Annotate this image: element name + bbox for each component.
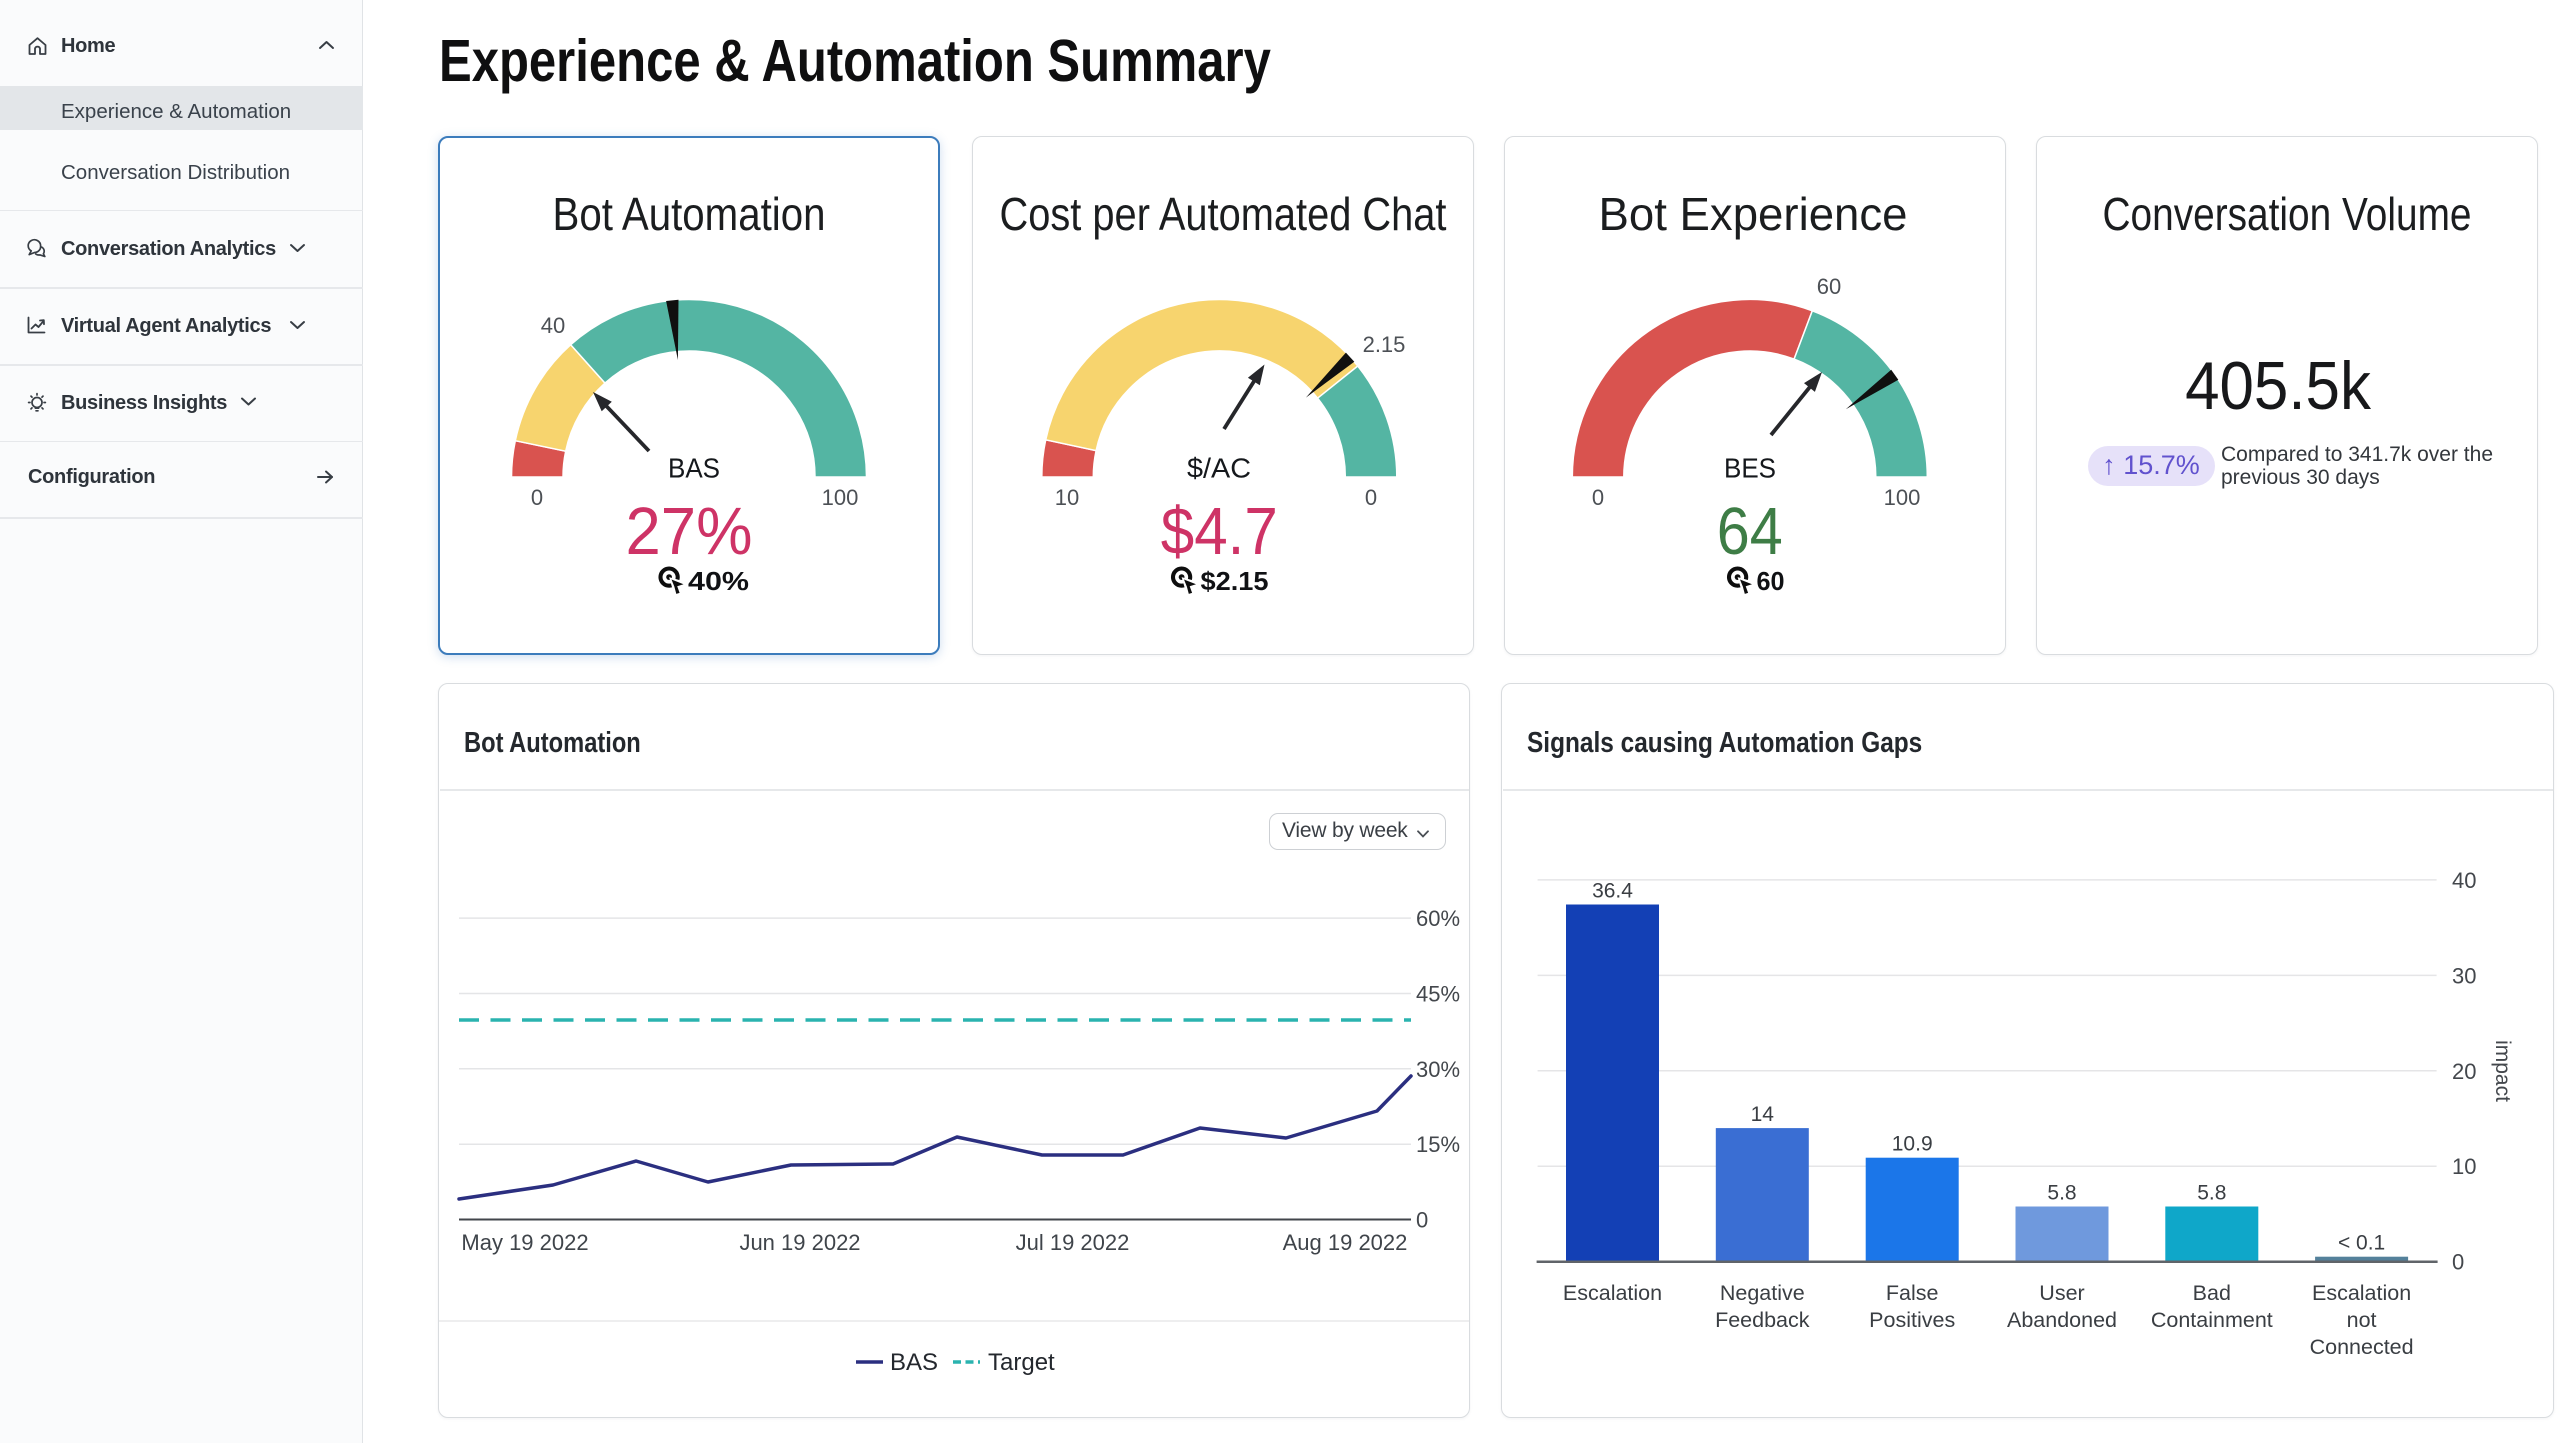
svg-text:BES: BES bbox=[1724, 453, 1776, 484]
svg-text:64: 64 bbox=[1717, 494, 1783, 569]
svg-text:Abandoned: Abandoned bbox=[2007, 1308, 2117, 1332]
svg-text:0: 0 bbox=[1365, 485, 1377, 510]
svg-text:Bot Experience: Bot Experience bbox=[1599, 188, 1908, 240]
svg-text:20: 20 bbox=[2452, 1059, 2476, 1084]
svg-text:Bot Automation: Bot Automation bbox=[553, 188, 826, 240]
svg-text:10: 10 bbox=[2452, 1154, 2476, 1179]
svg-text:Containment: Containment bbox=[2151, 1308, 2273, 1332]
svg-text:100: 100 bbox=[822, 485, 859, 510]
svg-text:impact: impact bbox=[2491, 1040, 2514, 1102]
svg-text:Cost per Automated Chat: Cost per Automated Chat bbox=[1000, 188, 1447, 240]
svg-text:Negative: Negative bbox=[1720, 1281, 1805, 1305]
svg-text:5.8: 5.8 bbox=[2047, 1182, 2076, 1205]
svg-text:2.15: 2.15 bbox=[1363, 332, 1406, 357]
svg-text:Connected: Connected bbox=[2310, 1335, 2414, 1359]
svg-text:BAS: BAS bbox=[890, 1349, 938, 1376]
svg-text:0: 0 bbox=[531, 485, 543, 510]
svg-text:14: 14 bbox=[1751, 1103, 1775, 1126]
svg-text:Aug 19 2022: Aug 19 2022 bbox=[1283, 1230, 1408, 1255]
svg-text:Feedback: Feedback bbox=[1715, 1308, 1810, 1332]
svg-text:Escalation: Escalation bbox=[1563, 1281, 1662, 1305]
svg-text:5.8: 5.8 bbox=[2197, 1182, 2226, 1205]
svg-text:45%: 45% bbox=[1416, 982, 1460, 1007]
svg-text:Positives: Positives bbox=[1869, 1308, 1955, 1332]
svg-text:100: 100 bbox=[1884, 485, 1921, 510]
svg-text:Bad: Bad bbox=[2193, 1281, 2231, 1305]
svg-text:Jun 19 2022: Jun 19 2022 bbox=[739, 1230, 860, 1255]
svg-text:May 19 2022: May 19 2022 bbox=[461, 1230, 588, 1255]
svg-text:False: False bbox=[1886, 1281, 1939, 1305]
svg-text:40%: 40% bbox=[688, 566, 749, 596]
svg-text:40: 40 bbox=[541, 313, 565, 338]
svg-text:30: 30 bbox=[2452, 963, 2476, 988]
svg-text:BAS: BAS bbox=[668, 453, 720, 484]
svg-text:15%: 15% bbox=[1416, 1132, 1460, 1157]
svg-text:0: 0 bbox=[1592, 485, 1604, 510]
svg-text:Target: Target bbox=[988, 1349, 1055, 1376]
svg-text:< 0.1: < 0.1 bbox=[2338, 1232, 2385, 1255]
svg-text:60: 60 bbox=[1757, 566, 1785, 596]
svg-text:$4.7: $4.7 bbox=[1161, 494, 1278, 569]
svg-text:27%: 27% bbox=[626, 494, 753, 569]
svg-text:60%: 60% bbox=[1416, 906, 1460, 931]
svg-text:10.9: 10.9 bbox=[1892, 1133, 1933, 1156]
svg-text:0: 0 bbox=[1416, 1208, 1428, 1233]
svg-text:not: not bbox=[2347, 1308, 2377, 1332]
svg-text:0: 0 bbox=[2452, 1250, 2464, 1275]
svg-text:60: 60 bbox=[1817, 274, 1841, 299]
svg-text:$/AC: $/AC bbox=[1187, 453, 1251, 484]
svg-text:30%: 30% bbox=[1416, 1057, 1460, 1082]
svg-text:$2.15: $2.15 bbox=[1201, 566, 1269, 596]
svg-text:Jul 19 2022: Jul 19 2022 bbox=[1016, 1230, 1130, 1255]
svg-text:Conversation Volume: Conversation Volume bbox=[2103, 188, 2472, 240]
svg-text:User: User bbox=[2039, 1281, 2084, 1305]
svg-text:40: 40 bbox=[2452, 868, 2476, 893]
svg-text:36.4: 36.4 bbox=[1592, 880, 1633, 903]
svg-text:10: 10 bbox=[1055, 485, 1079, 510]
svg-text:Escalation: Escalation bbox=[2312, 1281, 2411, 1305]
